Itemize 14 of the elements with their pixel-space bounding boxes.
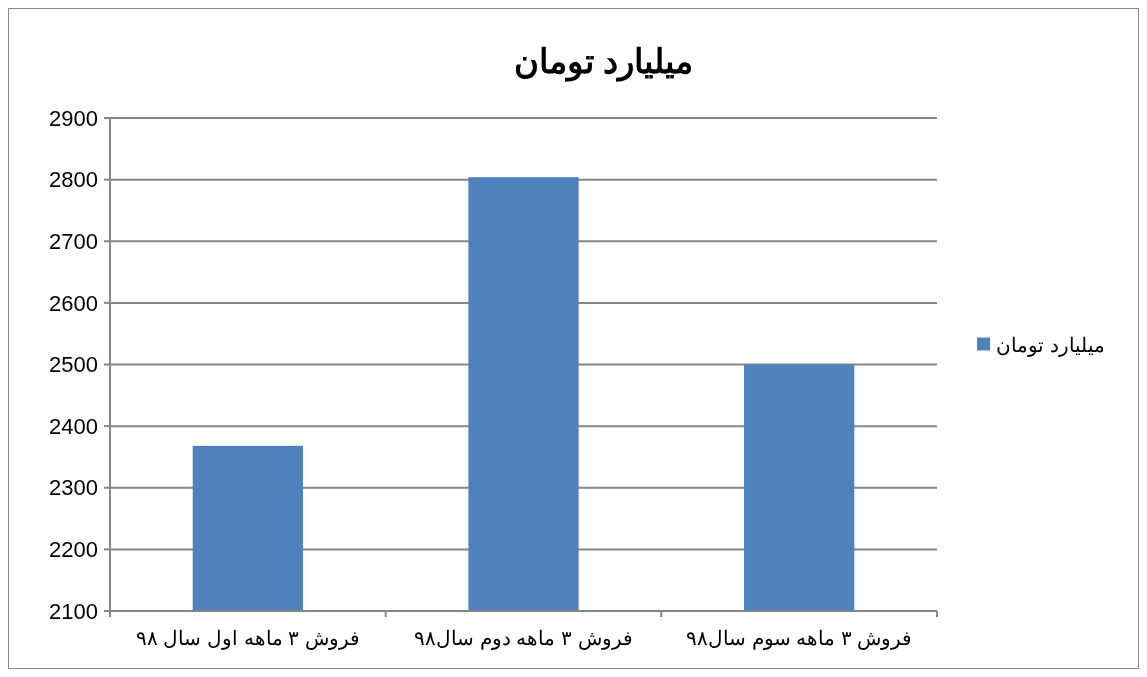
y-tick-label: 2200	[49, 537, 98, 563]
y-tick-label: 2500	[49, 352, 98, 378]
chart-title: میلیارد تومان	[513, 42, 694, 82]
y-tick-label: 2900	[49, 105, 98, 131]
y-tick-label: 2800	[49, 167, 98, 193]
y-tick-label: 2400	[49, 413, 98, 439]
y-tick-label: 2700	[49, 228, 98, 254]
x-tick-label: فروش ۳ ماهه اول سال ۹۸	[135, 627, 360, 650]
y-tick-label: 2600	[49, 290, 98, 316]
x-tick-label: فروش ۳ ماهه سوم سال۹۸	[686, 627, 913, 650]
x-tick-label: فروش ۳ ماهه دوم سال۹۸	[414, 627, 633, 650]
y-tick-label: 2300	[49, 475, 98, 501]
y-tick-label: 2100	[49, 598, 98, 624]
legend-label: میلیارد تومان	[996, 333, 1105, 357]
